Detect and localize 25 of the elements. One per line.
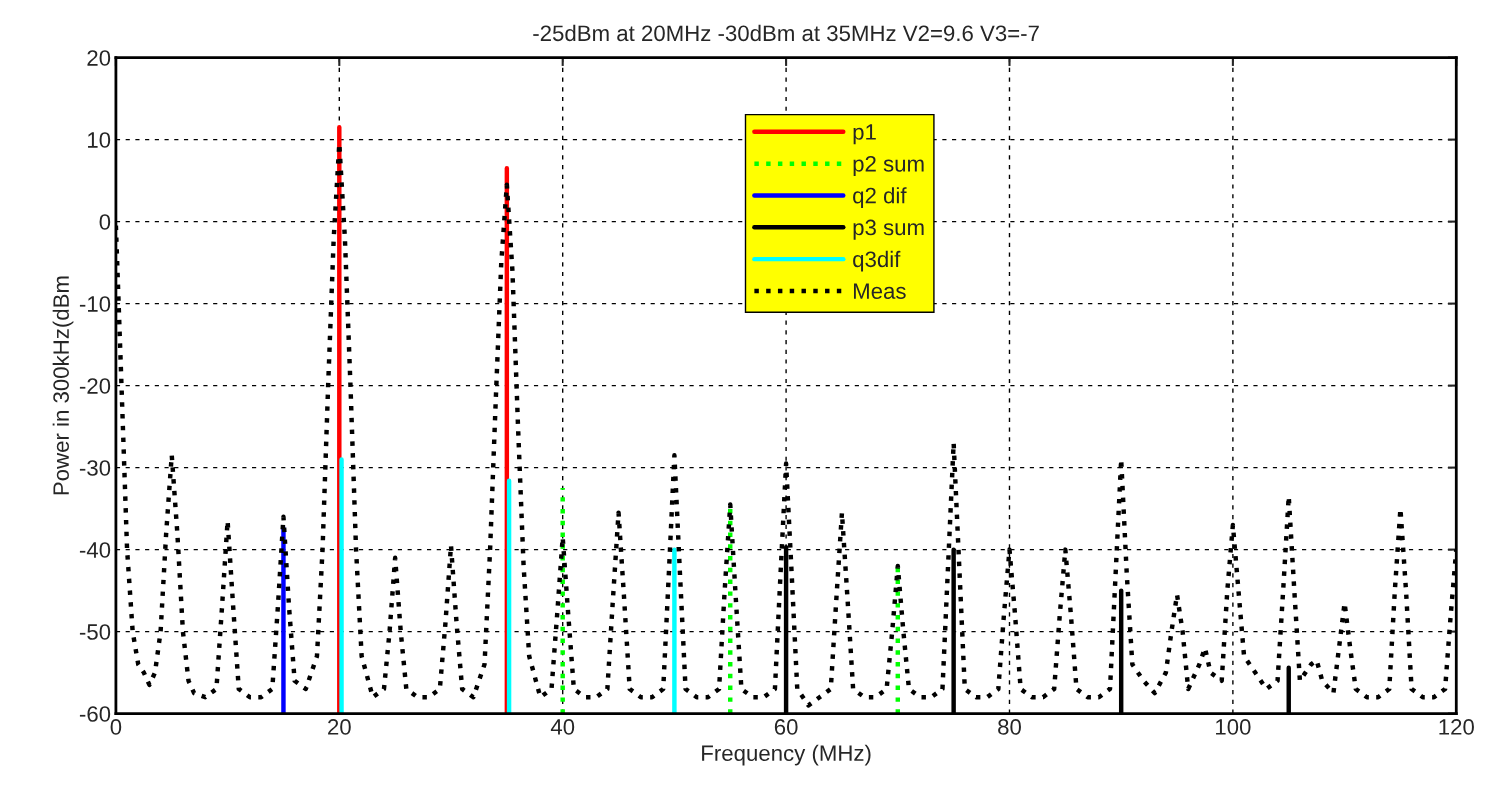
legend-label: Meas — [853, 283, 906, 299]
x-tick-label: 40 — [550, 719, 575, 735]
y-tick-label: 0 — [99, 214, 111, 230]
y-tick-label: -60 — [79, 706, 111, 722]
x-tick-label: 100 — [1216, 719, 1251, 735]
legend-label: p3 sum — [853, 219, 924, 240]
y-tick-label: 20 — [87, 50, 111, 66]
legend-label: p2 sum — [853, 155, 924, 177]
y-tick-label: -10 — [79, 296, 111, 312]
y-tick-label: -30 — [79, 460, 111, 476]
x-tick-label: 80 — [998, 719, 1021, 735]
x-axis-title: Frequency (MHz) — [702, 744, 871, 766]
y-tick-label: -50 — [79, 624, 111, 640]
y-tick-label: 10 — [88, 132, 111, 148]
x-tick-label: 60 — [774, 719, 798, 735]
legend-label: p1 — [853, 124, 876, 145]
x-tick-label: 0 — [110, 719, 122, 735]
chart-title: -25dBm at 20MHz -30dBm at 35MHz V2=9.6 V3=-7 — [533, 24, 1039, 42]
y-tick-label: -40 — [79, 542, 111, 558]
x-tick-label: 120 — [1439, 719, 1474, 735]
y-axis-title: Power in 300kHz(dBm — [52, 276, 74, 495]
legend-label: q3dif — [853, 250, 901, 272]
y-tick-label: -20 — [79, 378, 111, 394]
legend-label: q2 dif — [853, 187, 907, 208]
x-tick-label: 20 — [328, 719, 351, 735]
